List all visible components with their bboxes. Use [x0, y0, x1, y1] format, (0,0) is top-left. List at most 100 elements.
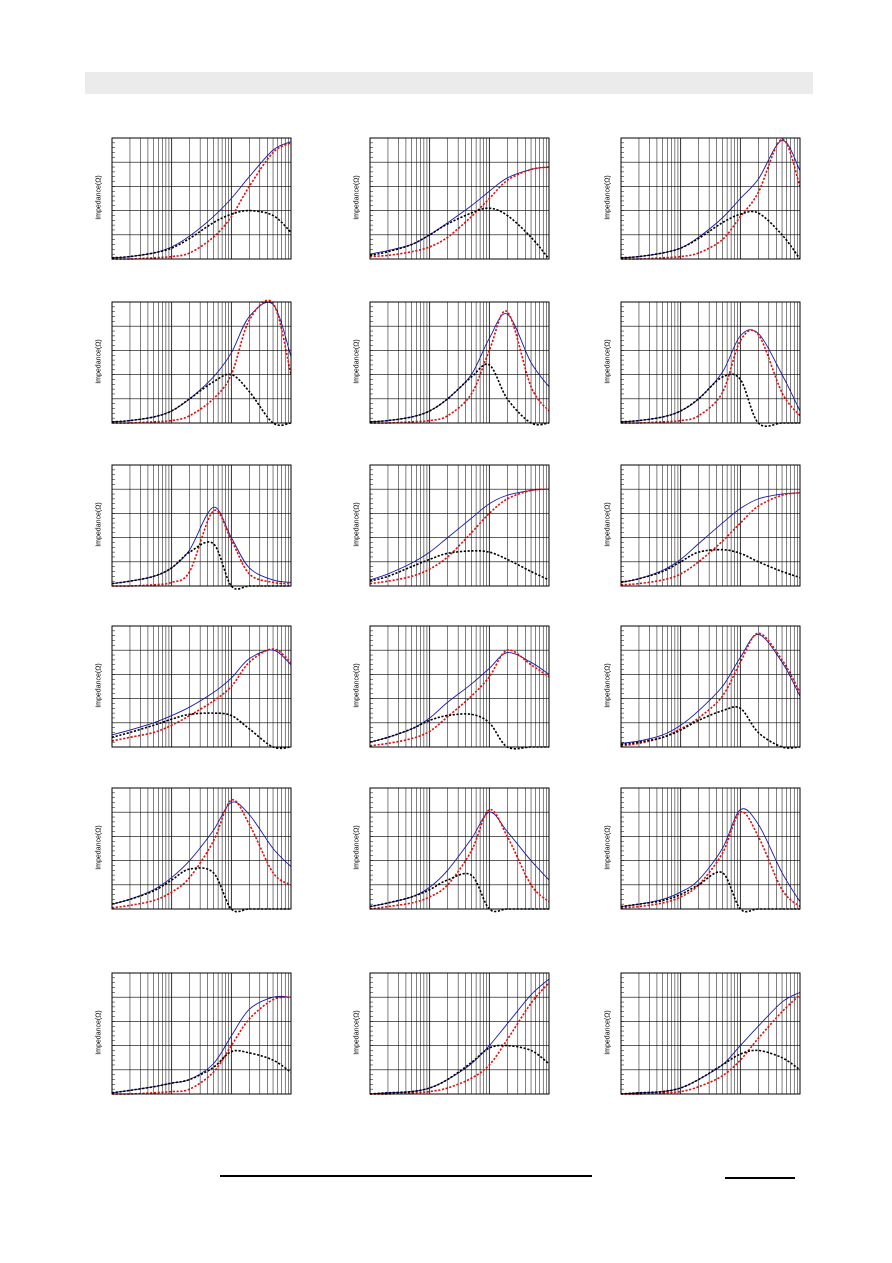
series-real	[620, 811, 801, 909]
series-real	[111, 299, 292, 424]
y-axis-label: Impedance(Ω)	[95, 1009, 103, 1055]
chart-18: Impedance(Ω)	[605, 972, 801, 1095]
plot-frame	[111, 464, 292, 587]
plot-frame	[620, 464, 801, 587]
y-axis-label: Impedance(Ω)	[95, 174, 103, 220]
chart-plot	[369, 464, 550, 587]
series-imag	[369, 207, 550, 260]
plot-frame	[111, 787, 292, 910]
series-imag	[111, 867, 291, 913]
chart-1: Impedance(Ω)	[96, 137, 292, 260]
series-total	[369, 978, 550, 1095]
footer-rule-short	[725, 1177, 795, 1179]
y-axis-label: Impedance(Ω)	[353, 1009, 361, 1055]
chart-14: Impedance(Ω)	[354, 787, 550, 913]
y-axis-label: Impedance(Ω)	[604, 1009, 612, 1055]
series-imag	[369, 713, 549, 750]
series-real	[369, 488, 550, 585]
y-axis-label: Impedance(Ω)	[353, 174, 361, 220]
chart-3: Impedance(Ω)	[605, 137, 801, 260]
chart-plot	[369, 972, 550, 1095]
series-imag	[620, 706, 801, 749]
y-axis-label: Impedance(Ω)	[95, 662, 103, 708]
y-axis-label: Impedance(Ω)	[353, 338, 361, 384]
series-real	[620, 994, 801, 1095]
chart-12: Impedance(Ω)	[605, 625, 801, 749]
chart-plot	[111, 787, 292, 913]
series-real	[369, 649, 550, 747]
series-imag	[620, 1049, 801, 1095]
chart-plot	[111, 299, 292, 427]
footer-rule	[220, 1175, 592, 1177]
chart-4: Impedance(Ω)	[96, 299, 292, 427]
series-imag	[369, 550, 550, 582]
chart-16: Impedance(Ω)	[96, 972, 292, 1095]
plot-frame	[111, 301, 292, 424]
chart-17: Impedance(Ω)	[354, 972, 550, 1095]
y-axis-label: Impedance(Ω)	[353, 824, 361, 870]
series-imag	[111, 541, 291, 590]
plot-frame	[369, 625, 550, 748]
chart-8: Impedance(Ω)	[354, 464, 550, 587]
y-axis-label: Impedance(Ω)	[353, 501, 361, 547]
series-imag	[111, 1049, 292, 1094]
plot-frame	[369, 972, 550, 1095]
series-total	[620, 991, 801, 1095]
series-imag	[369, 872, 549, 913]
y-axis-label: Impedance(Ω)	[353, 662, 361, 708]
header-bar	[85, 72, 813, 94]
chart-plot	[620, 301, 801, 427]
series-total	[369, 811, 550, 908]
chart-plot	[369, 301, 550, 426]
plot-frame	[620, 137, 801, 260]
series-real	[369, 982, 550, 1095]
y-axis-label: Impedance(Ω)	[604, 174, 612, 220]
series-real	[620, 329, 801, 424]
chart-plot	[620, 787, 801, 913]
plot-frame	[620, 787, 801, 910]
plot-frame	[369, 301, 550, 424]
series-total	[111, 649, 292, 736]
y-axis-label: Impedance(Ω)	[604, 662, 612, 708]
plot-frame	[620, 301, 801, 424]
series-imag	[369, 363, 550, 426]
chart-10: Impedance(Ω)	[96, 625, 292, 750]
series-total	[620, 139, 801, 259]
plot-frame	[620, 625, 801, 748]
plot-frame	[620, 972, 801, 1095]
y-axis-label: Impedance(Ω)	[95, 338, 103, 384]
y-axis-label: Impedance(Ω)	[604, 824, 612, 870]
series-total	[620, 808, 801, 908]
chart-15: Impedance(Ω)	[605, 787, 801, 913]
series-real	[111, 509, 292, 587]
plot-frame	[369, 464, 550, 587]
series-imag	[620, 871, 800, 913]
plot-frame	[111, 972, 292, 1095]
plot-frame	[369, 137, 550, 260]
series-total	[111, 141, 292, 259]
series-imag	[111, 373, 292, 427]
series-total	[620, 634, 801, 744]
chart-plot	[369, 787, 550, 913]
series-total	[111, 301, 292, 423]
chart-6: Impedance(Ω)	[605, 301, 801, 427]
chart-plot	[620, 972, 801, 1095]
chart-plot	[620, 625, 801, 749]
chart-11: Impedance(Ω)	[354, 625, 550, 750]
series-real	[369, 808, 550, 910]
plot-frame	[369, 787, 550, 910]
series-real	[111, 648, 292, 742]
series-total	[111, 506, 292, 585]
series-real	[369, 310, 550, 424]
series-imag	[111, 209, 292, 259]
chart-plot	[111, 972, 292, 1095]
series-real	[111, 142, 292, 260]
series-total	[111, 801, 292, 905]
series-imag	[620, 548, 801, 584]
chart-2: Impedance(Ω)	[354, 137, 550, 260]
series-total	[369, 313, 550, 423]
y-axis-label: Impedance(Ω)	[95, 501, 103, 547]
chart-plot	[369, 137, 550, 260]
chart-plot	[620, 137, 801, 260]
